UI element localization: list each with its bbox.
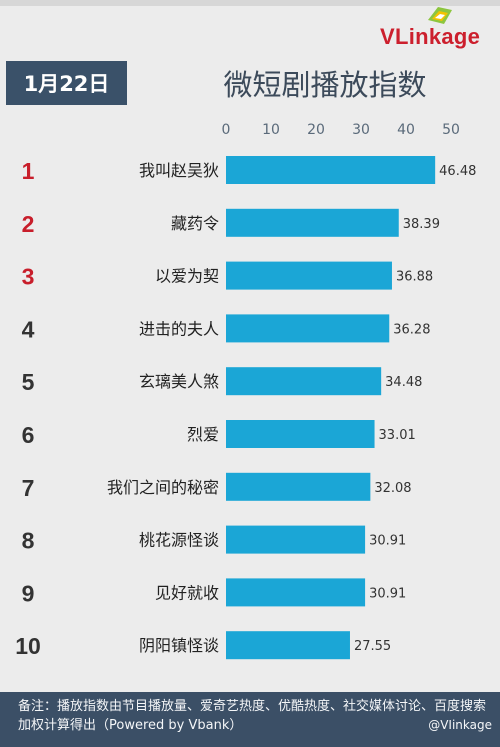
- rank-number: 3: [22, 264, 35, 290]
- value-label: 36.28: [393, 322, 430, 337]
- category-label: 桃花源怪谈: [139, 531, 219, 550]
- logo-mark-icon: [428, 7, 452, 24]
- rank-number: 9: [22, 580, 35, 606]
- chart-title: 微短剧播放指数: [223, 68, 427, 102]
- category-label: 我们之间的秘密: [107, 478, 219, 497]
- category-label: 玄璃美人煞: [139, 372, 219, 391]
- category-label: 烈爱: [187, 425, 219, 444]
- date-badge: 1月22日: [6, 61, 127, 105]
- bar: [226, 261, 392, 290]
- rank-number: 6: [22, 422, 35, 448]
- value-label: 36.88: [396, 270, 433, 285]
- value-label: 34.48: [385, 375, 422, 390]
- value-label: 27.55: [354, 639, 391, 654]
- bar: [226, 631, 350, 660]
- rank-number: 8: [22, 528, 35, 554]
- bar: [226, 578, 366, 607]
- value-label: 33.01: [379, 428, 416, 443]
- bar: [226, 314, 390, 343]
- brand-name: VLinkage: [380, 24, 481, 49]
- category-label: 藏药令: [171, 214, 219, 233]
- x-tick-label: 30: [352, 122, 370, 138]
- footer-credit: @VIinkage: [428, 718, 492, 732]
- rank-number: 1: [22, 158, 35, 184]
- bar: [226, 472, 371, 501]
- category-label: 以爱为契: [155, 267, 219, 286]
- category-label: 我叫赵吴狄: [139, 161, 219, 180]
- top-strip: [0, 0, 500, 6]
- x-tick-label: 0: [222, 122, 231, 138]
- x-tick-label: 50: [442, 122, 460, 138]
- category-label: 见好就收: [155, 583, 219, 602]
- category-label: 阴阳镇怪谈: [139, 636, 219, 655]
- value-label: 30.91: [369, 534, 406, 549]
- category-label: 进击的夫人: [139, 319, 219, 338]
- value-label: 32.08: [374, 481, 411, 496]
- value-label: 30.91: [369, 586, 406, 601]
- value-label: 38.39: [403, 217, 440, 232]
- x-tick-label: 20: [307, 122, 325, 138]
- x-tick-label: 10: [262, 122, 280, 138]
- footer-note: 备注：播放指数由节目播放量、爱奇艺热度、优酷热度、社交媒体讨论、百度搜索加权计算…: [0, 692, 500, 747]
- rank-number: 5: [22, 369, 35, 395]
- bar-chart: 0 10 20 30 40 50 1 我叫赵吴狄 46.48 2 藏药令 38.39 3 以爱为契 36.8…: [15, 122, 476, 660]
- rank-number: 10: [15, 633, 41, 659]
- bar: [226, 156, 436, 184]
- bar: [226, 367, 382, 396]
- bar: [226, 525, 366, 554]
- rank-number: 7: [22, 475, 35, 501]
- value-label: 46.48: [439, 164, 476, 179]
- bar: [226, 208, 399, 237]
- rank-number: 4: [22, 316, 35, 342]
- footer-note-text: 备注：播放指数由节目播放量、爱奇艺热度、优酷热度、社交媒体讨论、百度搜索加权计算…: [18, 699, 487, 733]
- brand-logo: VLinkage: [380, 4, 498, 54]
- bar: [226, 420, 375, 448]
- x-tick-label: 40: [397, 122, 415, 138]
- rank-number: 2: [22, 211, 35, 237]
